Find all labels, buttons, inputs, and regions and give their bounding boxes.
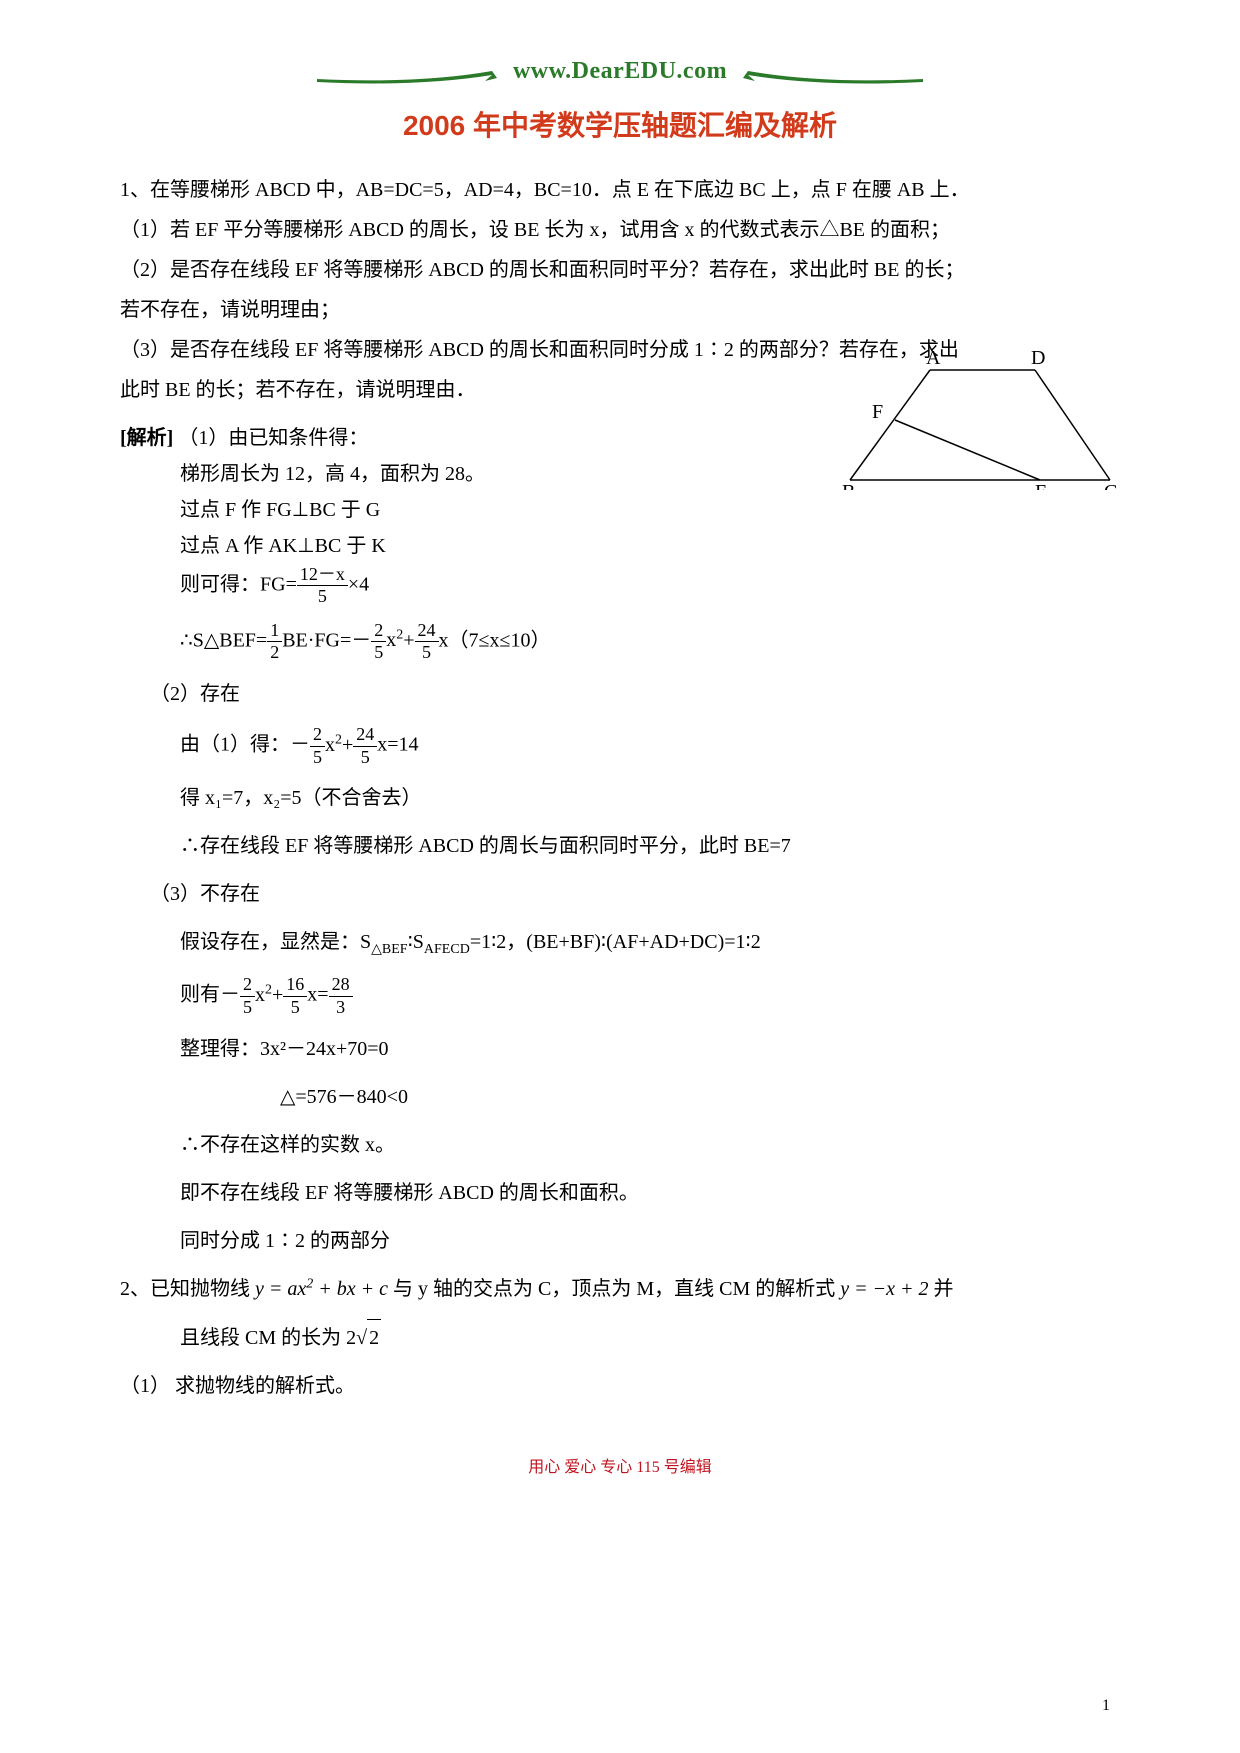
p2l1-mid: 与 y 轴的交点为 C，顶点为 M，直线 CM 的解析式: [388, 1278, 840, 1300]
den: 2: [267, 642, 282, 664]
formula-2: y = −x + 2: [840, 1278, 928, 1300]
p2-line1: 2、已知抛物线 y = ax2 + bx + c 与 y 轴的交点为 C，顶点为…: [120, 1271, 1120, 1307]
analysis-p2-4: ∴存在线段 EF 将等腰梯形 ABCD 的周长与面积同时平分，此时 BE=7: [120, 828, 1120, 864]
page-title: 2006 年中考数学压轴题汇编及解析: [120, 101, 1120, 151]
analysis-p1-6: ∴S△BEF=12BE·FG=－25x2+245x（7≤x≤10）: [120, 620, 1120, 664]
p2-line3: （1） 求抛物线的解析式。: [120, 1368, 1120, 1404]
analysis-p3-8: 同时分成 1∶2 的两部分: [120, 1223, 1120, 1259]
p2-line2: 且线段 CM 的长为 2√2: [120, 1319, 1120, 1356]
analysis-p1-4: 过点 A 作 AK⊥BC 于 K: [120, 528, 1120, 564]
p32-sub1: △BEF: [371, 942, 407, 957]
den: 5: [353, 747, 377, 769]
p2l2-val: 2: [346, 1327, 356, 1349]
num: 2: [240, 974, 255, 997]
analysis-section: [解析] （1）由已知条件得： 梯形周长为 12，高 4，面积为 28。 过点 …: [120, 420, 1120, 1259]
analysis-p1-5: 则可得：FG=12－x5×4: [120, 564, 1120, 608]
p16-suffix: x（7≤x≤10）: [439, 629, 551, 651]
svg-text:C: C: [1104, 481, 1117, 490]
den: 5: [415, 642, 439, 664]
x2c: x2+: [255, 984, 283, 1006]
footer-text: 用心 爱心 专心 115 号编辑: [120, 1454, 1120, 1483]
p32-sub2: AFECD: [424, 942, 470, 957]
formula-1: y = ax2 + bx + c: [255, 1278, 388, 1300]
analysis-p3-6: ∴不存在这样的实数 x。: [120, 1127, 1120, 1163]
den: 5: [283, 997, 307, 1019]
den: 5: [371, 642, 386, 664]
frac-2-5c: 25: [240, 974, 255, 1018]
analysis-label: [解析]: [120, 427, 173, 449]
analysis-p1-3: 过点 F 作 FG⊥BC 于 G: [120, 492, 1120, 528]
p2l1-suffix: 并: [929, 1278, 954, 1300]
svg-text:D: D: [1031, 350, 1045, 369]
swoosh-left-icon: [317, 63, 497, 81]
p32-prefix: 假设存在，显然是：S: [180, 931, 371, 953]
analysis-p3-7: 即不存在线段 EF 将等腰梯形 ABCD 的周长和面积。: [120, 1175, 1120, 1211]
p15-prefix: 则可得：FG=: [180, 573, 297, 595]
x2: x2: [386, 629, 403, 651]
den: 5: [297, 586, 348, 608]
analysis-p3-5: △=576－840<0: [120, 1079, 1120, 1115]
swoosh-right-icon: [743, 63, 923, 81]
frac-28-3: 283: [329, 974, 353, 1018]
analysis-p3-3: 则有－25x2+165x=283: [120, 974, 1120, 1018]
frac-12mx-5: 12－x5: [297, 564, 348, 608]
p15-suffix: ×4: [348, 573, 369, 595]
sqrt-icon: √2: [356, 1319, 381, 1356]
header-banner: www.DearEDU.com: [120, 50, 1120, 93]
svg-text:F: F: [872, 401, 883, 423]
num: 2: [310, 724, 325, 747]
num: 1: [267, 620, 282, 643]
p1-number: 1、: [120, 179, 150, 201]
frac-1-2: 12: [267, 620, 282, 664]
p1-line4: 若不存在，请说明理由；: [120, 292, 1120, 328]
analysis-p3-1: （3）不存在: [120, 876, 1120, 912]
plus: +: [403, 629, 414, 651]
a1: （1）由已知条件得：: [178, 427, 368, 449]
p22-prefix: 由（1）得：－: [180, 734, 310, 756]
p1-l1: 在等腰梯形 ABCD 中，AB=DC=5，AD=4，BC=10．点 E 在下底边…: [150, 179, 970, 201]
analysis-p2-1: （2）存在: [120, 676, 1120, 712]
p33-prefix: 则有－: [180, 984, 240, 1006]
frac-16-5: 165: [283, 974, 307, 1018]
analysis-p3-2: 假设存在，显然是：S△BEF∶SAFECD=1∶2，(BE+BF)∶(AF+AD…: [120, 924, 1120, 962]
trapezoid-diagram: A D B E C F: [820, 350, 1120, 490]
num: 16: [283, 974, 307, 997]
problem-2-statement: 2、已知抛物线 y = ax2 + bx + c 与 y 轴的交点为 C，顶点为…: [120, 1271, 1120, 1404]
analysis-p2-3: 得 x₁=7，x₂=5（不合舍去）: [120, 780, 1120, 816]
frac-24-5b: 245: [353, 724, 377, 768]
x2b: x2+: [325, 734, 353, 756]
frac-24-5: 245: [415, 620, 439, 664]
p2l2-prefix: 且线段 CM 的长为: [180, 1327, 346, 1349]
p1-line3: （2）是否存在线段 EF 将等腰梯形 ABCD 的周长和面积同时平分？若存在，求…: [120, 252, 1120, 288]
p1-line2: （1）若 EF 平分等腰梯形 ABCD 的周长，设 BE 长为 x，试用含 x …: [120, 212, 1120, 248]
p2l1-prefix: 2、已知抛物线: [120, 1278, 255, 1300]
analysis-p3-4: 整理得：3x²－24x+70=0: [120, 1031, 1120, 1067]
num: 24: [353, 724, 377, 747]
den: 3: [329, 997, 353, 1019]
p33-mid: x=: [307, 984, 328, 1006]
num: 24: [415, 620, 439, 643]
num: 28: [329, 974, 353, 997]
analysis-p2-2: 由（1）得：－25x2+245x=14: [120, 724, 1120, 768]
p22-suffix: x=14: [377, 734, 418, 756]
p16-mid: BE·FG=－: [282, 629, 371, 651]
svg-text:B: B: [842, 481, 855, 490]
num: 2: [371, 620, 386, 643]
num: 12－x: [297, 564, 348, 587]
p32-suffix: =1∶2，(BE+BF)∶(AF+AD+DC)=1∶2: [470, 931, 761, 953]
frac-2-5b: 25: [310, 724, 325, 768]
p16-prefix: ∴S△BEF=: [180, 629, 267, 651]
den: 5: [310, 747, 325, 769]
den: 5: [240, 997, 255, 1019]
banner-url: www.DearEDU.com: [513, 50, 727, 93]
page-number: 1: [1102, 1692, 1110, 1721]
p1-line1: 1、在等腰梯形 ABCD 中，AB=DC=5，AD=4，BC=10．点 E 在下…: [120, 172, 1120, 208]
frac-2-5a: 25: [371, 620, 386, 664]
p32-mid: ∶S: [408, 931, 424, 953]
sqrt-arg: 2: [367, 1319, 381, 1356]
banner-line: www.DearEDU.com: [120, 50, 1120, 93]
svg-text:A: A: [926, 350, 941, 369]
svg-text:E: E: [1035, 481, 1047, 490]
